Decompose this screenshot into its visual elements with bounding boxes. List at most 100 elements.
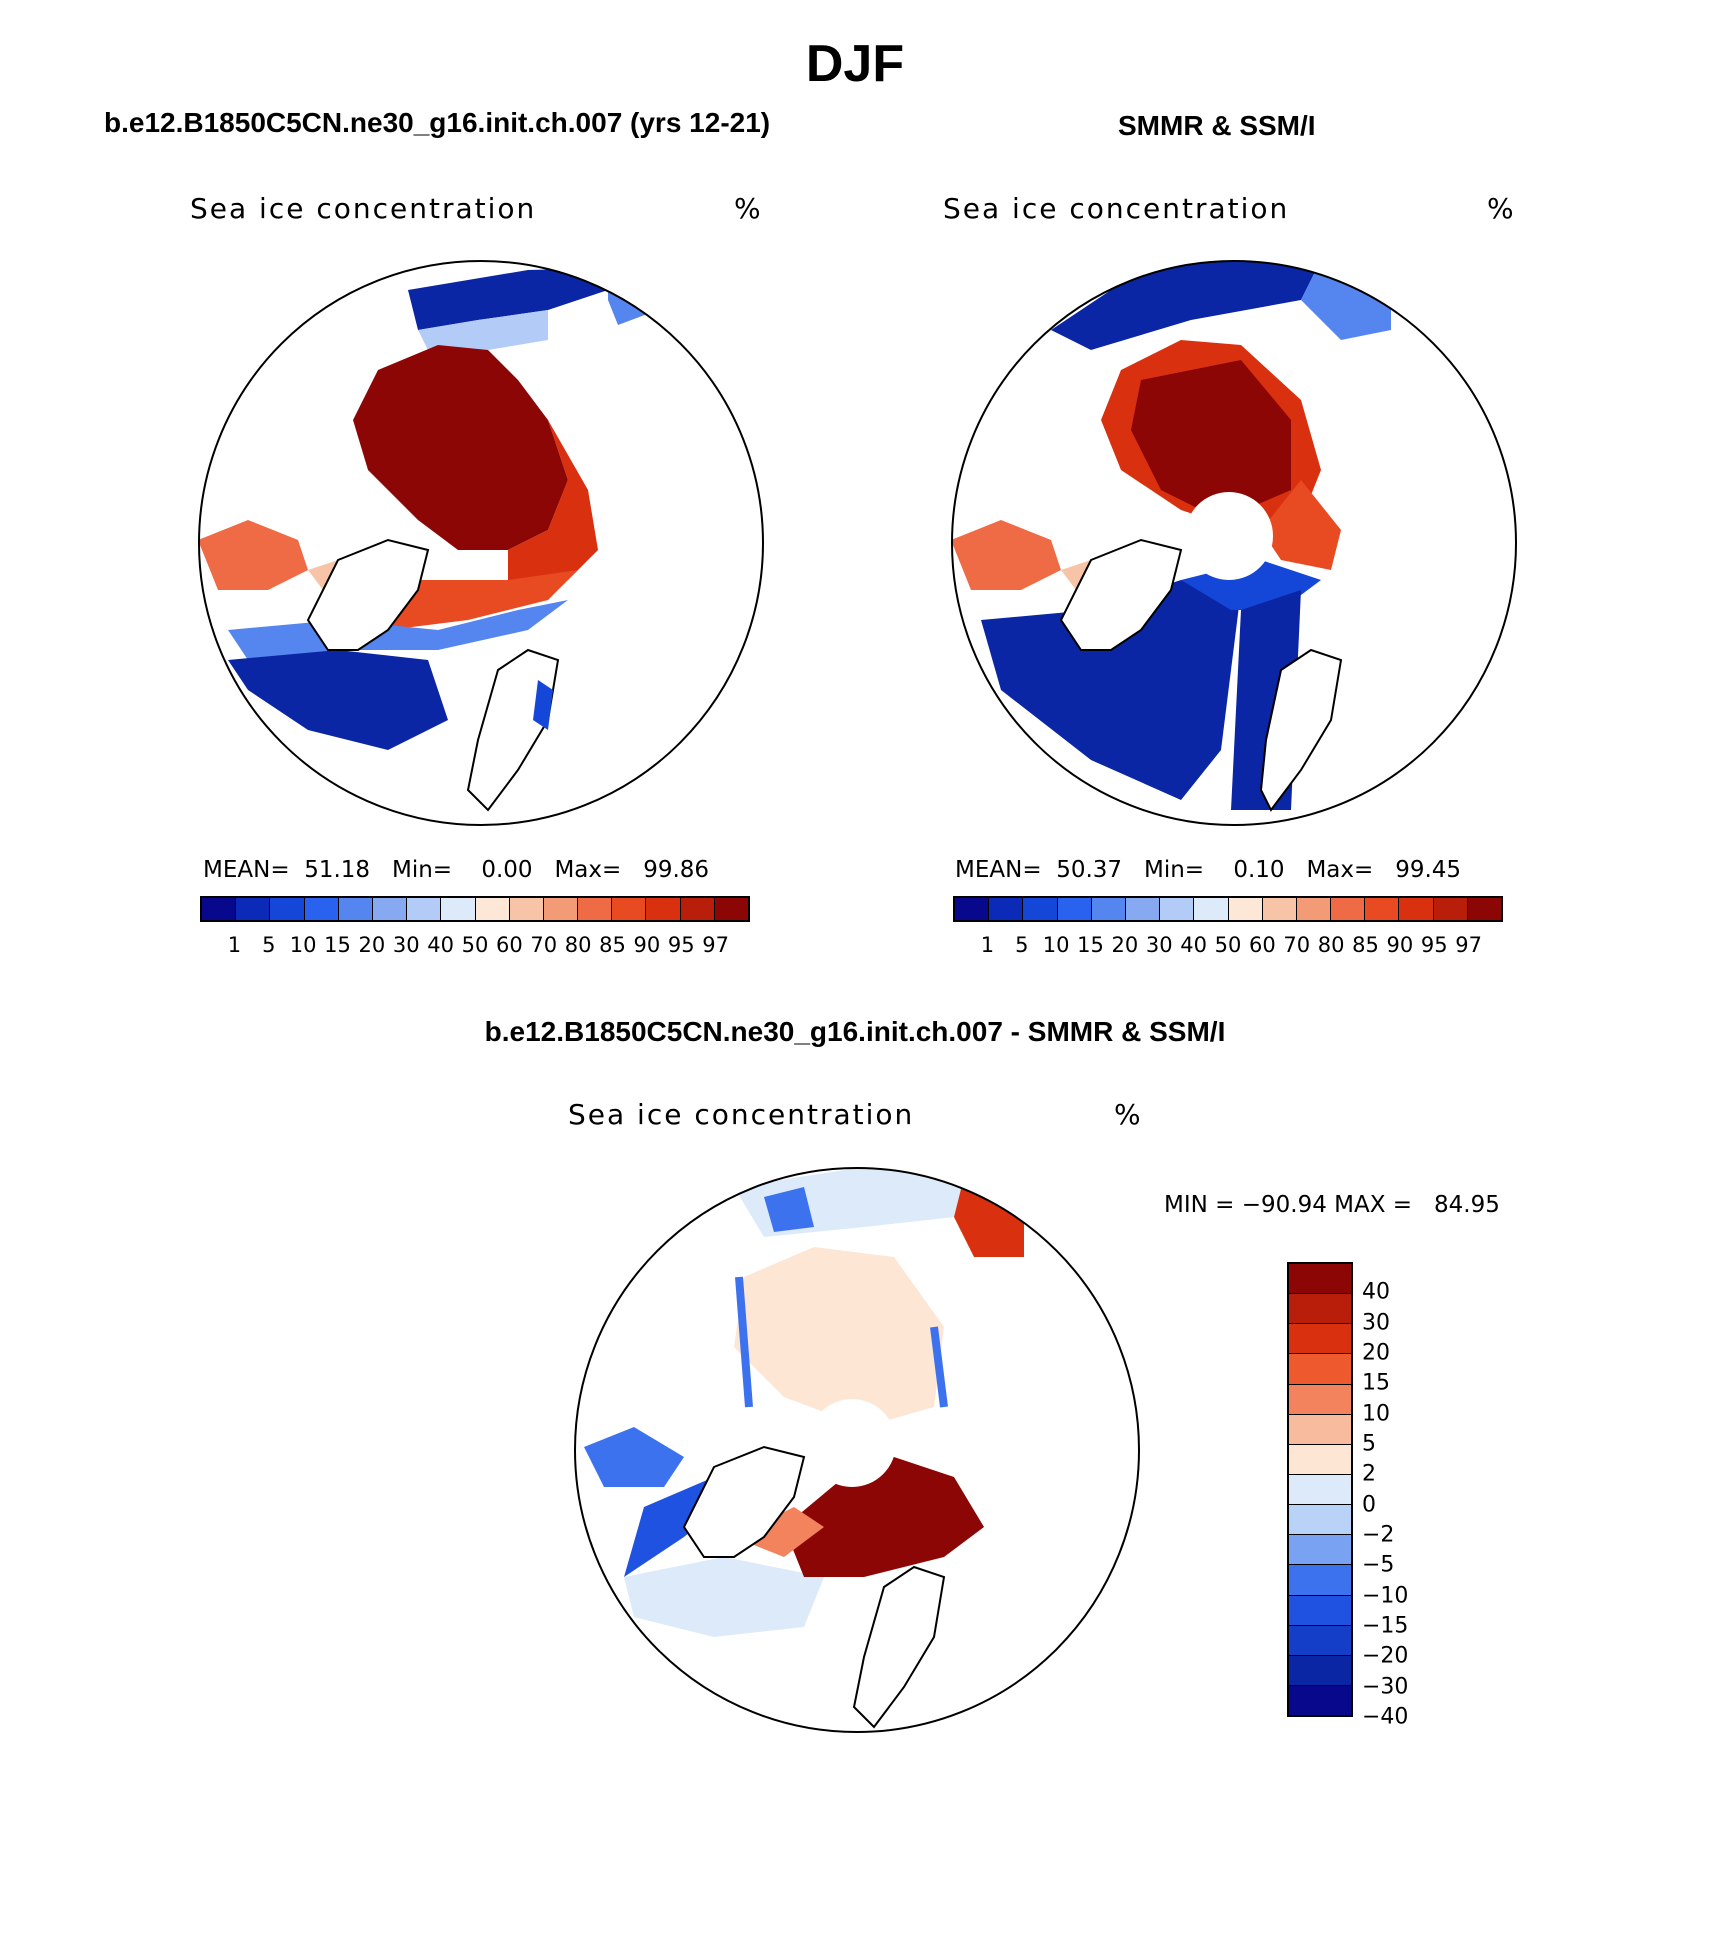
colorbar-tick-label: 97	[1455, 933, 1482, 957]
colorbar-tick-label: 30	[392, 933, 420, 957]
left-stats-text: MEAN= 51.18 Min= 0.00 Max= 99.86	[203, 857, 710, 883]
colorbar-swatch	[475, 898, 510, 920]
right-units-label: %	[1487, 192, 1516, 225]
colorbar-swatch	[236, 898, 271, 920]
baffin-ice	[199, 520, 308, 590]
colorbar-swatch	[1023, 898, 1058, 920]
colorbar-swatch	[1296, 898, 1332, 920]
colorbar-swatch	[543, 898, 579, 920]
colorbar-tick-label: 0	[1362, 1492, 1376, 1518]
right-colorbar-labels: 1 5 10 15 20 30 40 50 60 70 80 85 90 95 97	[953, 933, 1503, 961]
colorbar-tick-label: 30	[1145, 933, 1173, 957]
central-arctic-ice	[353, 345, 568, 550]
scandinavia-landmass	[1259, 648, 1343, 812]
right-panel-title: SMMR & SSM/I	[1118, 110, 1316, 141]
colorbar-tick-label: −5	[1362, 1552, 1395, 1578]
diff-units-label: %	[1114, 1098, 1143, 1131]
left-variable-label: Sea ice concentration	[190, 192, 537, 225]
right-colorbar	[953, 896, 1503, 922]
colorbar-tick-label: 1	[980, 933, 995, 957]
diff-panel-title: b.e12.B1850C5CN.ne30_g16.init.ch.007 - S…	[484, 1016, 1226, 1047]
colorbar-tick-label: 97	[702, 933, 729, 957]
colorbar-swatch	[304, 898, 339, 920]
left-polar-map	[198, 260, 764, 826]
colorbar-swatch	[1289, 1474, 1351, 1506]
colorbar-swatch	[578, 898, 613, 920]
colorbar-tick-label: 95	[1420, 933, 1448, 957]
colorbar-tick-label: 15	[1362, 1370, 1390, 1396]
baffin-negative-anomaly	[584, 1427, 684, 1487]
colorbar-tick-label: 15	[324, 933, 351, 957]
diff-variable-label: Sea ice concentration	[568, 1098, 915, 1131]
diff-polar-map	[574, 1167, 1140, 1733]
colorbar-tick-label: 80	[1317, 933, 1345, 957]
colorbar-tick-label: 10	[289, 933, 317, 957]
colorbar-swatch	[338, 898, 373, 920]
colorbar-tick-label: 40	[427, 933, 454, 957]
colorbar-swatch	[1433, 898, 1468, 920]
colorbar-swatch	[989, 898, 1024, 920]
colorbar-tick-label: −15	[1362, 1613, 1409, 1639]
colorbar-swatch	[441, 898, 476, 920]
colorbar-swatch	[1289, 1595, 1351, 1626]
colorbar-tick-label: 90	[633, 933, 661, 957]
colorbar-swatch	[1289, 1655, 1351, 1686]
colorbar-tick-label: −2	[1362, 1522, 1395, 1548]
atlantic-ice-edge	[981, 580, 1241, 800]
colorbar-swatch	[1194, 898, 1229, 920]
barents-positive-anomaly	[784, 1457, 984, 1577]
colorbar-swatch	[1057, 898, 1092, 920]
colorbar-tick-label: 60	[1249, 933, 1276, 957]
left-colorbar-labels: 1 5 10 15 20 30 40 50 60 70 80 85 90 95 97	[200, 933, 750, 961]
colorbar-swatch	[1289, 1414, 1351, 1445]
colorbar-tick-label: 50	[461, 933, 489, 957]
colorbar-swatch	[372, 898, 408, 920]
colorbar-swatch	[1160, 898, 1195, 920]
colorbar-tick-label: −20	[1362, 1643, 1409, 1669]
colorbar-tick-label: 5	[262, 933, 276, 957]
colorbar-swatch	[509, 898, 544, 920]
colorbar-swatch	[1399, 898, 1434, 920]
colorbar-tick-label: 5	[1015, 933, 1029, 957]
figure-title: DJF	[805, 35, 905, 93]
colorbar-tick-label: 1	[227, 933, 242, 957]
colorbar-swatch	[1467, 898, 1501, 920]
colorbar-tick-label: 40	[1362, 1279, 1390, 1305]
diff-stats-text: MIN = −90.94 MAX = 84.95	[1164, 1192, 1500, 1218]
colorbar-swatch	[1289, 1505, 1351, 1536]
colorbar-swatch	[1289, 1384, 1351, 1415]
colorbar-tick-label: 20	[358, 933, 386, 957]
pole-hole	[808, 1399, 896, 1487]
colorbar-tick-label: 40	[1180, 933, 1207, 957]
greenland-landmass	[682, 1445, 806, 1558]
bering-ice-field	[1051, 261, 1321, 350]
scandinavia-landmass	[852, 1565, 946, 1729]
colorbar-swatch	[1331, 898, 1366, 920]
pole-hole	[1185, 492, 1273, 580]
colorbar-tick-label: −40	[1362, 1704, 1409, 1730]
left-panel-title: b.e12.B1850C5CN.ne30_g16.init.ch.007 (yr…	[104, 107, 771, 138]
left-units-label: %	[734, 192, 763, 225]
colorbar-swatch	[612, 898, 647, 920]
colorbar-tick-label: 10	[1362, 1401, 1390, 1427]
colorbar-swatch	[1125, 898, 1161, 920]
colorbar-swatch	[1289, 1685, 1351, 1716]
colorbar-swatch	[1289, 1294, 1351, 1325]
colorbar-swatch	[1091, 898, 1126, 920]
greenland-landmass	[1059, 538, 1183, 651]
colorbar-tick-label: 20	[1111, 933, 1139, 957]
colorbar-swatch	[1262, 898, 1297, 920]
right-polar-map	[951, 260, 1517, 826]
colorbar-swatch	[202, 898, 237, 920]
colorbar-swatch	[646, 898, 681, 920]
colorbar-tick-label: 80	[564, 933, 592, 957]
colorbar-tick-label: 70	[530, 933, 558, 957]
right-stats-text: MEAN= 50.37 Min= 0.10 Max= 99.45	[955, 857, 1462, 883]
colorbar-swatch	[1289, 1324, 1351, 1355]
colorbar-tick-label: 5	[1362, 1431, 1376, 1457]
colorbar-tick-label: 85	[599, 933, 626, 957]
colorbar-tick-label: 15	[1077, 933, 1104, 957]
colorbar-tick-label: 30	[1362, 1310, 1390, 1336]
colorbar-tick-label: 90	[1386, 933, 1414, 957]
colorbar-tick-label: 60	[496, 933, 523, 957]
